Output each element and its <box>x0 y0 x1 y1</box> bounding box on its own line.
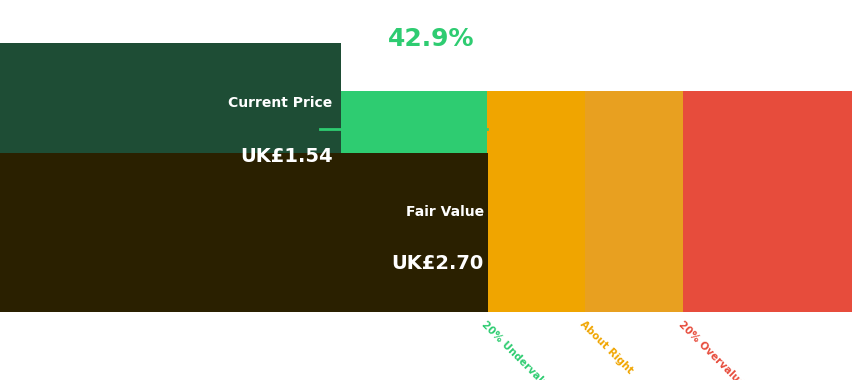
Bar <box>0 91 486 312</box>
Text: 42.9%: 42.9% <box>388 27 474 51</box>
Bar <box>0 43 341 201</box>
Text: 20% Overvalued: 20% Overvalued <box>676 319 750 380</box>
Text: Fair Value: Fair Value <box>405 204 483 218</box>
Bar <box>682 91 852 312</box>
Text: UK£2.70: UK£2.70 <box>391 255 483 274</box>
Bar <box>486 91 584 312</box>
Text: Current Price: Current Price <box>228 96 332 110</box>
Text: About Right: About Right <box>578 319 634 376</box>
Text: UK£1.54: UK£1.54 <box>239 147 332 166</box>
Bar <box>0 153 487 312</box>
Text: Undervalued: Undervalued <box>388 91 487 105</box>
Bar <box>584 91 682 312</box>
Text: 20% Undervalued: 20% Undervalued <box>480 319 560 380</box>
